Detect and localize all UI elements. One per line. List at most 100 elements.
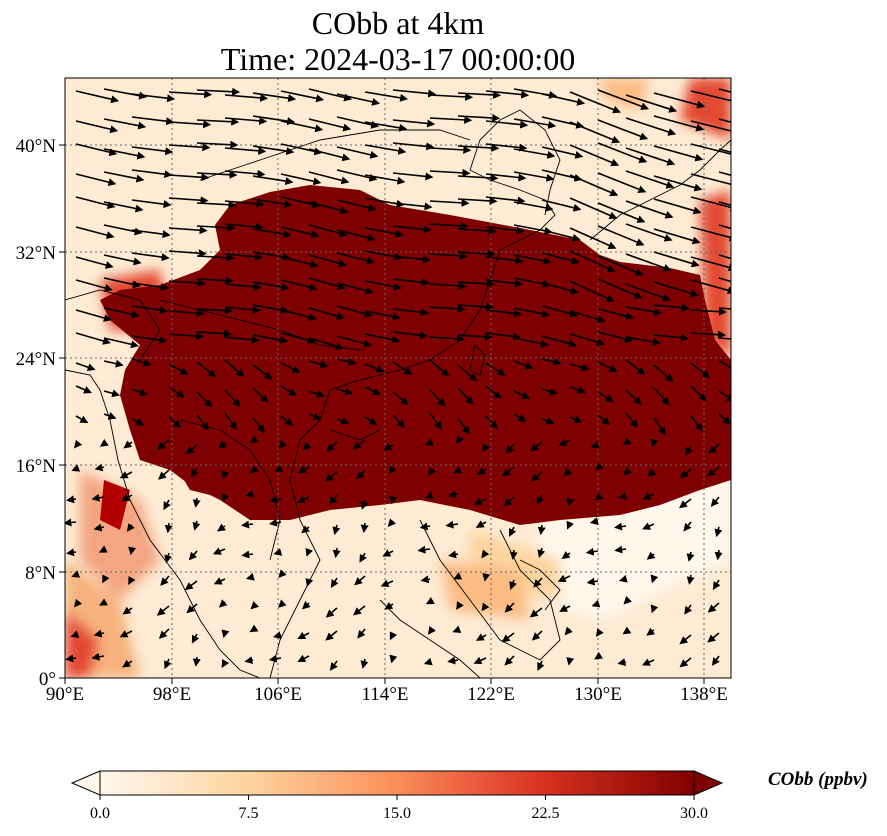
x-tick-label: 90°E [46,684,84,705]
wind-arrow [392,202,433,211]
wind-arrow [457,387,474,405]
wind-arrow [354,575,366,586]
wind-arrow [559,604,571,612]
wind-arrow [269,495,282,504]
wind-arrow [249,624,259,633]
wind-arrow [653,145,704,162]
wind-arrow [710,496,720,507]
wind-arrow [625,359,646,375]
wind-arrow [541,417,555,425]
wind-arrow [192,656,201,667]
wind-arrow [597,202,646,223]
wind-arrow [541,305,578,318]
wind-arrow [566,657,575,666]
colorbar-extend-max [693,770,724,796]
wind-arrow [103,254,142,266]
wind-arrow [249,435,259,444]
wind-arrow [485,332,522,341]
wind-arrow [280,226,320,239]
wind-arrow [718,201,731,207]
wind-arrow [278,440,287,449]
wind-arrow [336,387,354,396]
wind-arrow [501,632,515,643]
wind-arrow [221,659,230,668]
wind-arrow [653,333,690,342]
wind-arrow [389,654,398,664]
x-tick-label: 98°E [153,684,191,705]
wind-arrow [384,601,394,610]
wind-arrow [212,547,226,555]
wind-arrow [364,333,401,344]
wind-arrow [168,279,206,288]
wind-arrow [653,303,690,312]
wind-arrow [305,578,314,587]
wind-arrow [168,120,212,129]
wind-arrow [75,256,114,269]
wind-arrow [718,88,731,93]
wind-arrow [481,602,490,612]
wind-arrow [296,495,310,504]
wind-arrow [425,596,435,605]
wind-arrow [164,658,172,670]
wind-arrow [485,196,526,205]
wind-arrow [457,332,494,341]
wind-arrow [485,120,529,129]
wind-arrow [330,577,339,588]
wind-arrow [252,198,293,209]
wind-arrow [625,117,677,136]
wind-arrow [336,335,372,348]
wind-arrow [646,627,656,636]
wind-arrow [103,359,124,368]
wind-arrow [364,310,401,321]
wind-arrow [364,363,385,373]
wind-arrow [252,228,292,238]
wind-arrow [168,363,189,375]
wind-arrow [625,389,642,405]
wind-arrow [280,120,324,133]
wind-arrow [392,414,406,429]
wind-arrow [417,545,431,554]
wind-arrow [457,279,495,288]
wind-arrow [103,224,143,236]
wind-arrow [504,655,515,666]
wind-arrow [360,499,369,510]
wind-arrow [168,386,185,398]
wind-arrow [447,656,459,665]
wind-arrow [429,389,446,407]
wind-arrow [301,601,311,610]
wind-arrow [224,252,263,261]
wind-arrow [217,523,226,532]
wind-arrow [485,309,522,318]
wind-arrow [569,386,587,394]
wind-arrow [184,580,198,591]
wind-arrow [625,336,662,346]
wind-arrow [429,412,442,430]
wind-arrow [537,524,546,536]
wind-arrow [650,604,659,614]
wind-arrow [308,201,349,215]
wind-arrow [103,277,141,289]
wind-arrow [308,307,345,321]
wind-arrow [103,412,117,420]
wind-arrow [308,148,351,162]
wind-arrow [457,173,499,182]
wind-arrow [336,229,376,242]
wind-arrow [541,146,584,159]
wind-arrow [75,143,118,157]
wind-arrow [685,445,693,456]
wind-arrow [424,491,434,499]
wind-arrow [250,601,259,610]
wind-arrow [457,249,496,258]
wind-arrow [646,551,656,560]
wind-arrow [541,335,577,348]
wind-arrow [706,466,720,477]
wind-arrow [452,625,462,634]
wind-arrow [712,579,721,590]
wind-arrow [509,549,518,561]
colorbar-label: CObb (ppbv) [768,769,868,790]
wind-arrow [625,200,674,219]
wind-arrow [718,307,731,310]
wind-arrow [336,116,380,129]
wind-arrow [429,334,466,343]
